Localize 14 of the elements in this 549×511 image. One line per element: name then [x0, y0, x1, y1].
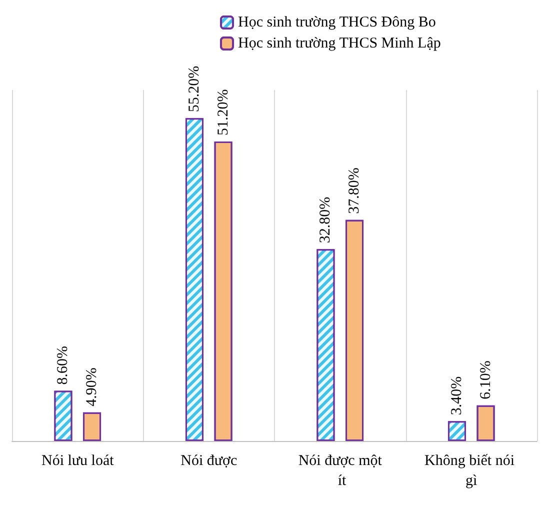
data-label: 55.20% [186, 66, 202, 112]
x-tick-label: Nói được [180, 453, 238, 469]
data-label: 3.40% [448, 376, 465, 416]
data-label: 51.20% [215, 89, 232, 136]
legend-label: Học sinh trường THCS Minh Lập [238, 36, 441, 52]
data-label: 6.10% [478, 360, 494, 400]
x-tick-label: Nói lưu loát [41, 453, 115, 469]
data-label: 8.60% [55, 346, 72, 385]
x-tick-label: Không biết nói gì [424, 453, 518, 489]
data-label: 32.80% [318, 196, 334, 244]
x-tick-label: Nói được một ít [298, 453, 383, 489]
data-label: 37.80% [346, 168, 363, 214]
data-label: 4.90% [84, 368, 100, 406]
legend-label: Học sinh trường THCS Đông Bo [238, 14, 436, 30]
